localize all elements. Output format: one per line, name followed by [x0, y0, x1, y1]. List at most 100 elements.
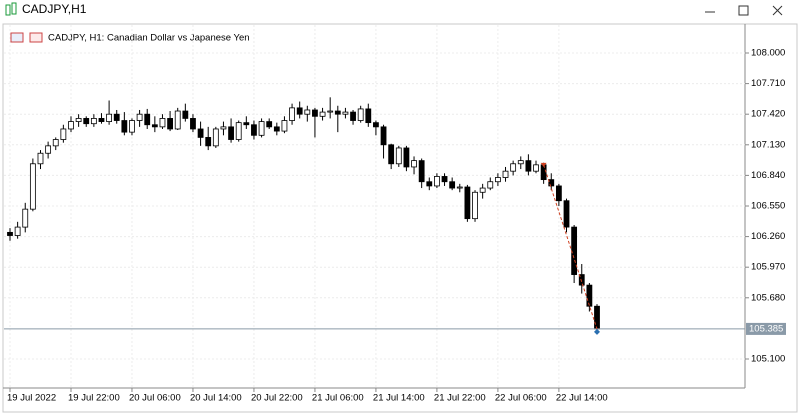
- maximize-button[interactable]: [738, 5, 749, 16]
- candle-body: [266, 121, 273, 128]
- candle-body: [540, 164, 547, 181]
- candle-body: [304, 109, 311, 115]
- candle-body: [449, 181, 456, 189]
- candle-body: [22, 208, 29, 228]
- candle-body: [464, 186, 471, 220]
- x-tick-label: 19 Jul 22:00: [68, 393, 120, 404]
- candle-body: [472, 191, 478, 220]
- candle-body: [456, 186, 463, 189]
- y-tick-label: 106.840: [751, 170, 785, 181]
- x-tick-label: 21 Jul 14:00: [373, 393, 425, 404]
- candle-body: [151, 124, 158, 128]
- candle-body: [37, 152, 44, 165]
- candle-body: [487, 181, 494, 189]
- candle-body: [129, 120, 135, 133]
- candle-body: [525, 160, 532, 172]
- candle-body: [220, 126, 227, 130]
- candle-body: [334, 110, 341, 115]
- candle-body: [434, 176, 440, 187]
- trade-line: [543, 164, 598, 330]
- candle-body: [75, 118, 82, 122]
- candle-body: [90, 118, 97, 125]
- window-title: CADJPY,H1: [22, 2, 87, 16]
- chart-title: CADJPY, H1: Canadian Dollar vs Japanese …: [48, 33, 250, 44]
- candle-body: [182, 110, 189, 119]
- candle-body: [327, 110, 334, 113]
- candle-body: [350, 111, 356, 121]
- x-tick-label: 20 Jul 14:00: [190, 393, 242, 404]
- y-tick-label: 105.100: [751, 354, 785, 365]
- candle-body: [426, 181, 433, 187]
- candle-body: [342, 111, 349, 115]
- last-price-box: [746, 322, 786, 335]
- candle-body: [243, 122, 250, 126]
- candle-body: [98, 118, 105, 122]
- close-button[interactable]: [772, 5, 783, 16]
- candle-body: [121, 120, 128, 133]
- x-tick-label: 22 Jul 06:00: [495, 393, 547, 404]
- chart-frame: [2, 23, 798, 413]
- candle-body: [273, 126, 280, 132]
- candle-body: [319, 111, 326, 117]
- title-bar: [0, 0, 800, 22]
- candle-body: [106, 113, 113, 122]
- candle-body: [251, 124, 257, 136]
- y-tick-label: 106.260: [751, 231, 785, 242]
- app-icon: [11, 2, 17, 15]
- candle-body: [83, 118, 90, 125]
- trade-marker: [540, 162, 547, 167]
- candle-body: [441, 176, 448, 183]
- candle-body: [7, 231, 13, 236]
- x-tick-label: 20 Jul 22:00: [251, 393, 303, 404]
- candle-body: [548, 179, 555, 187]
- candle-body: [563, 200, 570, 228]
- candle-body: [510, 163, 517, 172]
- candle-body: [68, 121, 74, 130]
- candle-body: [14, 226, 21, 236]
- candle-body: [586, 284, 593, 307]
- x-tick-label: 22 Jul 14:00: [556, 393, 608, 404]
- candle-body: [296, 107, 303, 115]
- candle-body: [281, 120, 288, 132]
- candle-body: [113, 113, 120, 121]
- y-tick-label: 106.550: [751, 201, 785, 212]
- candle-body: [380, 126, 387, 146]
- candle-body: [174, 110, 181, 130]
- candle-body: [235, 122, 242, 140]
- candle-body: [571, 226, 578, 275]
- candle-body: [418, 160, 425, 183]
- candle-body: [411, 160, 417, 168]
- trade-marker: [594, 328, 600, 335]
- candle-body: [52, 139, 59, 147]
- candle-body: [197, 128, 204, 138]
- x-tick-label: 21 Jul 22:00: [434, 393, 486, 404]
- candle-body: [136, 113, 143, 121]
- candle-body: [289, 107, 295, 121]
- candle-body: [533, 164, 539, 172]
- candle-body: [403, 147, 410, 168]
- candle-body: [517, 160, 524, 165]
- y-tick-label: 105.970: [751, 262, 785, 273]
- candle-body: [190, 118, 196, 130]
- candle-body: [29, 163, 36, 210]
- candle-body: [45, 145, 52, 154]
- candle-body: [373, 122, 379, 128]
- candle-body: [312, 109, 318, 117]
- candle-body: [502, 170, 509, 178]
- candle-body: [205, 137, 212, 147]
- x-tick-label: 21 Jul 06:00: [312, 393, 364, 404]
- candle-body: [578, 274, 585, 286]
- toolbar-icon[interactable]: [29, 32, 43, 43]
- candle-body: [159, 118, 166, 128]
- y-tick-label: 107.130: [751, 139, 785, 150]
- candle-body: [555, 185, 562, 202]
- candle-body: [258, 121, 265, 136]
- candle-body: [494, 177, 501, 183]
- x-tick-label: 19 Jul 2022: [7, 393, 56, 404]
- x-tick-label: 20 Jul 06:00: [129, 393, 181, 404]
- candle-body: [212, 128, 219, 147]
- toolbar-icon[interactable]: [10, 32, 24, 43]
- candle-body: [395, 147, 402, 165]
